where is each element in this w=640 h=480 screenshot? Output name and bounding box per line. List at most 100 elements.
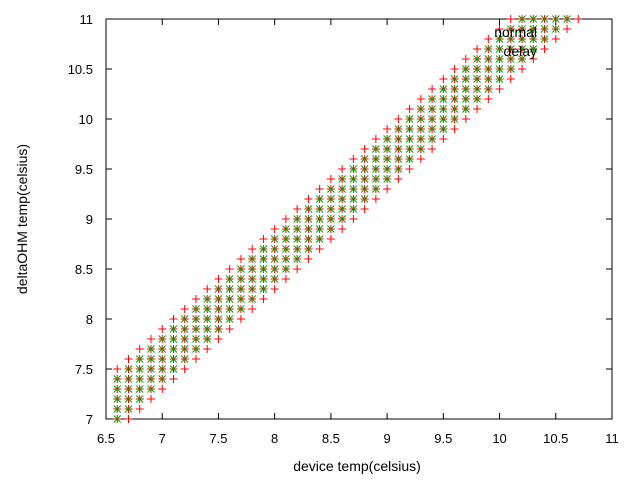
data-point-normal [428, 145, 437, 153]
data-point-delay [428, 115, 436, 123]
data-point-normal [428, 85, 437, 93]
data-point-normal [146, 335, 155, 343]
data-point-delay [338, 175, 346, 183]
data-point-delay [293, 225, 302, 233]
data-point-delay [338, 205, 346, 213]
data-point-delay [169, 325, 178, 333]
data-point-normal [203, 285, 212, 293]
data-point-normal [124, 355, 133, 363]
data-point-delay [450, 75, 459, 83]
data-point-normal [180, 365, 189, 373]
data-point-normal [461, 55, 470, 63]
y-axis: 7 7.5 8 8.5 9 9.5 10 10.5 11 [68, 12, 612, 427]
data-point-normal [338, 165, 347, 173]
data-point-delay [484, 55, 493, 63]
data-point-delay [405, 135, 414, 143]
data-point-normal [248, 245, 257, 253]
data-point-normal [326, 175, 335, 183]
x-tick-label: 10 [492, 431, 506, 446]
data-point-delay [135, 365, 144, 373]
data-point-delay [192, 335, 200, 343]
data-point-delay [394, 125, 403, 133]
data-point-delay [360, 155, 369, 163]
data-point-delay [484, 45, 493, 53]
data-point-delay [135, 395, 144, 403]
data-point-delay [203, 305, 212, 313]
data-point-delay [349, 175, 358, 183]
data-point-delay [394, 155, 403, 163]
data-point-delay [169, 335, 178, 343]
data-point-delay [540, 15, 549, 23]
data-point-normal [450, 125, 459, 133]
data-point-delay [439, 95, 448, 103]
data-point-normal [394, 175, 403, 183]
data-point-delay [147, 355, 155, 363]
data-point-delay [383, 175, 391, 183]
data-point-delay [113, 375, 122, 383]
data-point-delay [349, 165, 358, 173]
data-point-delay [360, 185, 369, 193]
data-point-delay [416, 125, 425, 133]
data-point-delay [383, 135, 391, 143]
x-tick-label: 6.5 [97, 431, 115, 446]
y-tick-label: 11 [80, 12, 94, 27]
data-point-delay [495, 75, 504, 83]
data-point-normal [394, 115, 403, 123]
data-point-delay [304, 245, 313, 253]
y-tick-label: 7 [86, 412, 93, 427]
data-point-normal [158, 325, 167, 333]
y-tick-label: 8 [86, 312, 93, 327]
data-point-delay [372, 175, 380, 183]
data-point-delay [270, 245, 279, 253]
data-point-delay [225, 315, 234, 323]
data-point-normal [439, 75, 448, 83]
data-point-delay [304, 215, 313, 223]
data-point-delay [304, 205, 313, 213]
data-point-normal [574, 15, 583, 23]
x-tick-label: 9.5 [434, 431, 452, 446]
data-point-delay [270, 275, 279, 283]
data-point-delay [214, 325, 223, 333]
data-point-normal [371, 195, 380, 203]
data-point-normal [349, 215, 358, 223]
data-point-delay [282, 225, 290, 233]
data-point-delay [518, 35, 526, 43]
data-point-delay [124, 365, 133, 373]
data-point-delay [180, 335, 189, 343]
data-point-normal [518, 65, 527, 73]
data-point-delay [124, 385, 133, 393]
data-point-delay [405, 115, 414, 123]
data-point-delay [158, 355, 167, 363]
data-point-delay [372, 155, 380, 163]
data-point-delay [237, 265, 245, 273]
data-point-normal [416, 95, 425, 103]
data-point-delay [394, 165, 403, 173]
y-tick-label: 10.5 [68, 62, 93, 77]
data-point-delay [540, 35, 549, 43]
data-point-delay [349, 185, 358, 193]
data-point-delay [214, 315, 223, 323]
data-point-delay [551, 25, 560, 33]
data-point-delay [518, 55, 526, 63]
data-point-delay [158, 365, 167, 373]
x-tick-label: 7.5 [209, 431, 227, 446]
data-point-normal [450, 65, 459, 73]
data-point-delay [506, 55, 515, 63]
data-point-delay [506, 45, 515, 53]
data-point-normal [191, 355, 200, 363]
data-point-normal [506, 15, 515, 23]
data-point-delay [192, 345, 200, 353]
data-point-normal [484, 35, 493, 43]
data-point-normal [293, 265, 302, 273]
data-point-normal [248, 305, 257, 313]
data-point-delay [315, 215, 324, 223]
data-point-delay [214, 305, 223, 313]
data-point-delay [147, 365, 155, 373]
data-point-delay [529, 35, 538, 43]
data-point-normal [180, 305, 189, 313]
data-point-normal [259, 295, 268, 303]
data-point-delay [124, 375, 133, 383]
data-point-delay [270, 255, 279, 263]
data-point-delay [237, 295, 245, 303]
data-point-delay [169, 345, 178, 353]
